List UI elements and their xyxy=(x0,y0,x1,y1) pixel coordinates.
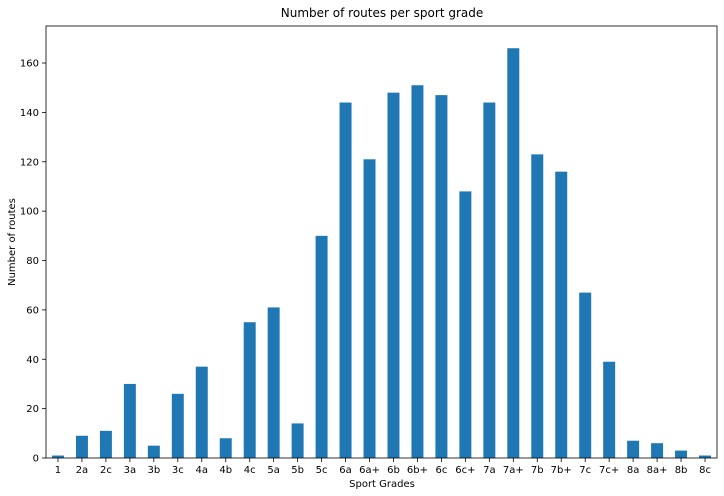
bar-5c xyxy=(315,235,328,458)
y-tick-label: 80 xyxy=(26,256,39,267)
x-tick-label: 6b xyxy=(387,465,400,476)
bar-1 xyxy=(51,455,64,458)
y-axis-ticks: 0 20 40 60 80 100 120 140 160 xyxy=(20,59,46,465)
x-tick-label: 7c+ xyxy=(599,465,619,476)
bar-8a xyxy=(627,440,640,458)
bar-3a xyxy=(123,383,136,458)
y-tick-label: 60 xyxy=(26,305,39,316)
x-tick-label: 2a xyxy=(76,465,89,476)
x-tick-label: 6c xyxy=(435,465,447,476)
bar-5a xyxy=(267,307,280,458)
x-tick-label: 4a xyxy=(196,465,209,476)
bar-4b xyxy=(219,438,232,458)
y-axis-label: Number of routes xyxy=(7,198,18,286)
x-tick-label: 7a xyxy=(483,465,496,476)
chart-title: Number of routes per sport grade xyxy=(281,6,484,20)
bar-6a xyxy=(339,102,352,458)
bar-8a+ xyxy=(651,443,664,458)
y-tick-label: 40 xyxy=(26,355,39,366)
bar-4c xyxy=(243,322,256,458)
x-tick-label: 8b xyxy=(675,465,688,476)
bar-6b xyxy=(387,92,400,459)
x-tick-label: 6b+ xyxy=(407,465,428,476)
bar-2c xyxy=(99,430,112,458)
x-tick-label: 8c xyxy=(699,465,711,476)
x-tick-label: 1 xyxy=(55,465,61,476)
y-tick-label: 0 xyxy=(33,454,39,465)
x-tick-label: 6a+ xyxy=(359,465,380,476)
y-tick-label: 140 xyxy=(20,108,39,119)
bar-7b xyxy=(531,154,544,458)
y-tick-label: 160 xyxy=(20,59,39,70)
x-tick-label: 5c xyxy=(316,465,328,476)
bar-8c xyxy=(699,455,712,458)
x-axis-label: Sport Grades xyxy=(349,479,415,490)
bar-7c+ xyxy=(603,361,616,458)
bar-4a xyxy=(195,366,208,458)
x-tick-label: 5a xyxy=(267,465,280,476)
x-tick-label: 3c xyxy=(172,465,184,476)
x-tick-label: 4c xyxy=(244,465,256,476)
bar-2a xyxy=(75,435,88,458)
x-axis-ticks: 1 2a 2c 3a 3b 3c 4a 4b 4c 5a 5b 5c 6a 6a+ 6b 6b+ 6c 6c+ 7a… xyxy=(55,458,711,476)
bar-6b+ xyxy=(411,85,424,458)
x-tick-label: 7b+ xyxy=(551,465,572,476)
bar-7a xyxy=(483,102,496,458)
y-tick-label: 20 xyxy=(26,404,39,415)
bar-7a+ xyxy=(507,48,520,458)
x-tick-label: 6a xyxy=(339,465,352,476)
bar-5b xyxy=(291,423,304,458)
x-tick-label: 6c+ xyxy=(455,465,475,476)
bar-3c xyxy=(171,393,184,458)
x-tick-label: 7b xyxy=(531,465,544,476)
x-tick-label: 3a xyxy=(124,465,137,476)
bar-6a+ xyxy=(363,159,376,459)
bar-6c xyxy=(435,95,448,459)
bar-7c xyxy=(579,292,592,458)
x-tick-label: 2c xyxy=(100,465,112,476)
x-tick-label: 8a+ xyxy=(647,465,668,476)
x-tick-label: 3b xyxy=(147,465,160,476)
bar-8b xyxy=(675,450,688,458)
y-tick-label: 100 xyxy=(20,207,39,218)
y-tick-label: 120 xyxy=(20,157,39,168)
plot-frame xyxy=(45,25,718,459)
bars-group xyxy=(51,48,712,459)
x-tick-label: 8a xyxy=(627,465,640,476)
x-tick-label: 7a+ xyxy=(503,465,524,476)
bar-3b xyxy=(147,445,160,458)
bar-7b+ xyxy=(555,171,568,458)
x-tick-label: 4b xyxy=(219,465,232,476)
x-tick-label: 7c xyxy=(579,465,591,476)
bar-6c+ xyxy=(459,191,472,458)
x-tick-label: 5b xyxy=(291,465,304,476)
